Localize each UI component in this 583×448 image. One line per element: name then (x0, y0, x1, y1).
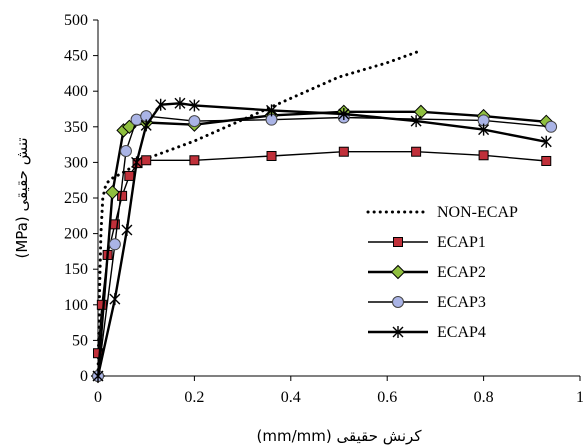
y-tick-label: 450 (64, 48, 88, 65)
data-point (131, 156, 143, 169)
data-point (411, 146, 422, 157)
data-point (105, 185, 120, 200)
data-point (188, 99, 200, 112)
y-tick-label: 200 (64, 226, 88, 243)
data-point (266, 150, 277, 161)
x-axis-label: کرنش حقیقی (mm/mm) (257, 427, 423, 445)
data-point (174, 97, 186, 110)
data-point (540, 135, 552, 148)
series-ecap4 (92, 97, 552, 382)
data-point (124, 170, 135, 181)
legend-label: ECAP4 (437, 324, 486, 341)
y-tick-label: 400 (64, 83, 88, 100)
data-point (478, 150, 489, 161)
data-point (92, 370, 104, 382)
x-tick-label: 0 (94, 389, 102, 406)
data-point (338, 146, 349, 157)
x-tick-label: 0.2 (184, 389, 204, 406)
legend-item: NON-ECAP (366, 204, 518, 221)
legend-item: ECAP2 (368, 264, 486, 281)
y-tick-label: 300 (64, 154, 88, 171)
y-tick-label: 150 (64, 261, 88, 278)
legend: NON-ECAP ECAP1 ECAP2 ECAP3 ECAP4 (366, 204, 518, 341)
legend-marker (390, 264, 406, 280)
data-point (410, 115, 422, 128)
y-tick-label: 350 (64, 119, 88, 136)
y-axis-label: تنش حقیقی (MPa) (13, 137, 31, 258)
legend-label: ECAP3 (437, 294, 486, 311)
y-tick-label: 0 (80, 368, 88, 385)
data-point (140, 119, 152, 132)
data-point (109, 293, 121, 306)
x-tick-label: 0.8 (474, 389, 494, 406)
legend-marker (393, 237, 403, 247)
legend-label: NON-ECAP (437, 204, 518, 221)
legend-item: ECAP4 (368, 324, 486, 341)
data-point (413, 104, 429, 120)
data-point (96, 299, 107, 310)
legend-marker (392, 296, 404, 308)
series-non-ecap (96, 49, 423, 378)
axes: 0 50 100 150 200 250 300 350 400 450 500 0 0.2 0.4 0.6… (64, 12, 583, 406)
legend-item: ECAP1 (368, 234, 486, 251)
plot-area (90, 49, 558, 384)
data-point (117, 190, 128, 201)
data-point (545, 120, 558, 133)
data-point (541, 155, 552, 166)
y-tick-label: 250 (64, 190, 88, 207)
data-point (121, 224, 133, 237)
data-point (189, 155, 200, 166)
data-point (266, 104, 278, 117)
series-line (97, 150, 547, 354)
y-tick-label: 50 (72, 332, 88, 349)
y-tick-label: 100 (64, 297, 88, 314)
data-point (188, 115, 201, 128)
x-tick-label: 1 (576, 389, 583, 406)
series-line (96, 49, 423, 378)
data-point (119, 145, 132, 158)
data-point (155, 98, 167, 111)
legend-marker (392, 326, 404, 338)
data-point (478, 123, 490, 136)
legend-item: ECAP3 (368, 294, 486, 311)
data-point (141, 155, 152, 166)
x-tick-label: 0.6 (377, 389, 397, 406)
legend-label: ECAP2 (437, 264, 486, 281)
x-tick-label: 0.4 (281, 389, 301, 406)
legend-label: ECAP1 (437, 234, 486, 251)
y-tick-label: 500 (64, 12, 88, 29)
data-point (338, 107, 350, 120)
data-point (108, 238, 121, 251)
